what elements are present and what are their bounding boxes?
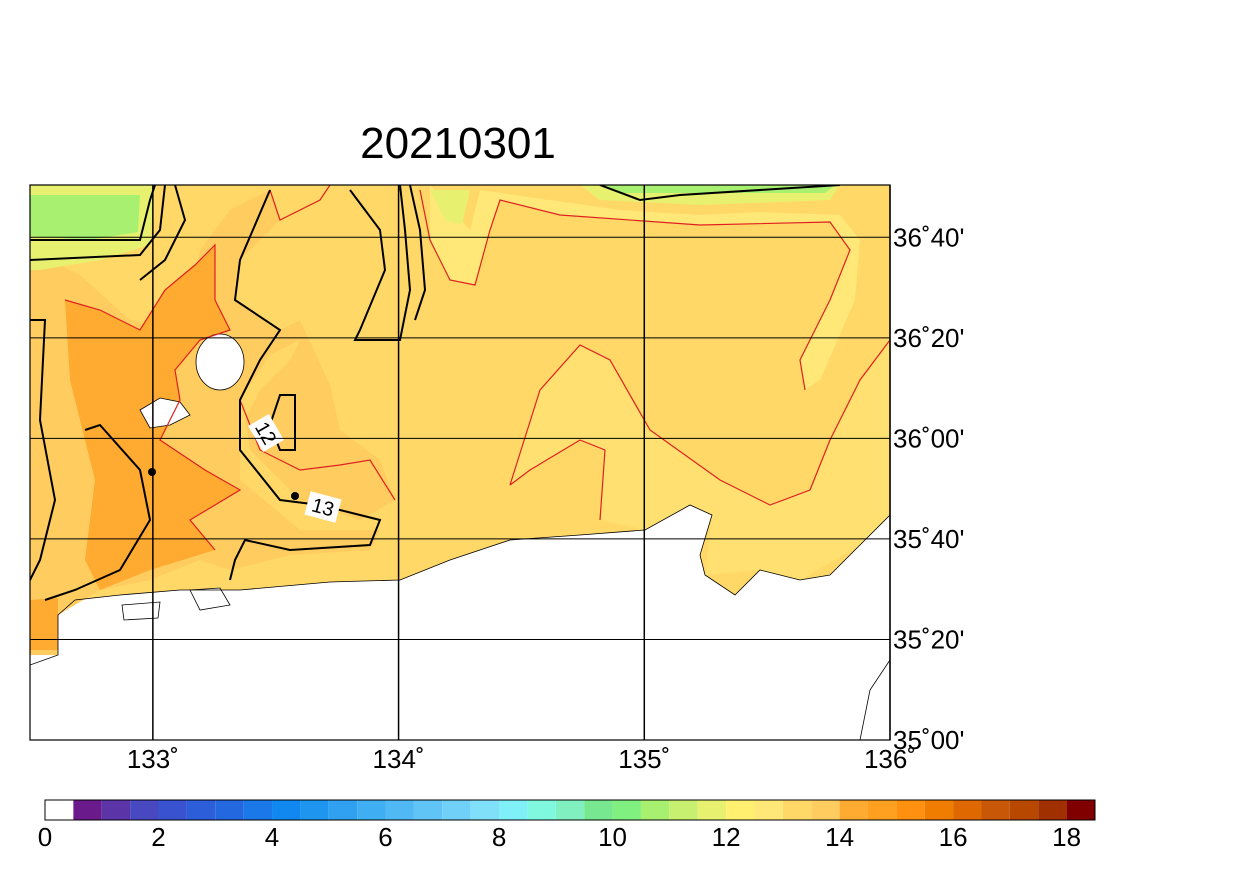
colorbar-box (839, 800, 868, 820)
lon-tick-label: 134˚ (373, 744, 425, 774)
colorbar-box (186, 800, 216, 820)
colorbar-box (640, 800, 670, 820)
colorbar-box (158, 800, 187, 820)
colorbar-box (669, 800, 698, 820)
colorbar-box (470, 800, 500, 820)
coastline (30, 504, 890, 740)
colorbar-tick-label: 14 (825, 822, 854, 852)
map-field: 12 13 (30, 185, 890, 740)
colorbar-box (782, 800, 812, 820)
colorbar-tick-label: 0 (38, 822, 52, 852)
colorbar-tick-label: 6 (378, 822, 392, 852)
colorbar-box (697, 800, 727, 820)
lat-tick-label: 35˚20' (893, 624, 964, 654)
colorbar-box (924, 800, 954, 820)
lat-tick-label: 36˚20' (893, 323, 964, 353)
cool-yellow (430, 185, 860, 390)
lon-tick-label: 135˚ (618, 744, 670, 774)
colorbar-box (1038, 800, 1067, 820)
colorbar-box (413, 800, 443, 820)
colorbar-box (896, 800, 925, 820)
colorbar-box (499, 800, 528, 820)
colorbar-box (300, 800, 329, 820)
colorbar-box (953, 800, 982, 820)
island (195, 333, 245, 391)
lon-tick-label: 133˚ (127, 744, 179, 774)
colorbar-tick-label: 16 (939, 822, 968, 852)
lat-tick-label: 35˚00' (893, 725, 964, 755)
cool-green (30, 185, 840, 270)
colorbar-tick-label: 2 (151, 822, 165, 852)
colorbar-tick-label: 8 (492, 822, 506, 852)
lon-tick-label: 136˚ (864, 744, 916, 774)
colorbar-box (215, 800, 244, 820)
colorbar-box (243, 800, 273, 820)
colorbar-box (867, 800, 897, 820)
map-title: 20210301 (360, 119, 556, 168)
warm-yellow (510, 340, 890, 580)
colorbar-tick-label: 12 (712, 822, 741, 852)
colorbar: 0 2 4 6 8 10 12 14 16 18 (38, 799, 1096, 852)
colorbar-box (130, 800, 159, 820)
colorbar-box (357, 800, 386, 820)
colorbar-box (527, 800, 556, 820)
colorbar-box (726, 800, 755, 820)
colorbar-box (981, 800, 1010, 820)
colorbar-box (385, 800, 414, 820)
colorbar-box (442, 800, 471, 820)
colorbar-tick-label: 18 (1052, 822, 1081, 852)
colorbar-box (612, 800, 641, 820)
colorbar-box (45, 800, 74, 820)
colorbar-box (101, 800, 131, 820)
colorbar-box (754, 800, 783, 820)
colorbar-box (555, 800, 585, 820)
lat-tick-label: 36˚00' (893, 423, 964, 453)
colorbar-box (811, 800, 840, 820)
colorbar-box (1066, 800, 1095, 820)
colorbar-box (328, 800, 358, 820)
station (291, 492, 299, 500)
lat-tick-label: 35˚40' (893, 524, 964, 554)
colorbar-frame (44, 799, 1096, 821)
colorbar-tick-label: 4 (265, 822, 279, 852)
orange-deep (30, 245, 240, 650)
colorbar-box (73, 800, 102, 820)
red-contours (64, 185, 890, 551)
plot-frame (29, 184, 891, 741)
colorbar-box (584, 800, 613, 820)
colorbar-tick-label: 10 (598, 822, 627, 852)
lat-tick-label: 36˚40' (893, 222, 964, 252)
island (121, 587, 231, 621)
colorbar-box (1009, 800, 1039, 820)
station (148, 468, 156, 476)
colorbar-box (272, 800, 301, 820)
